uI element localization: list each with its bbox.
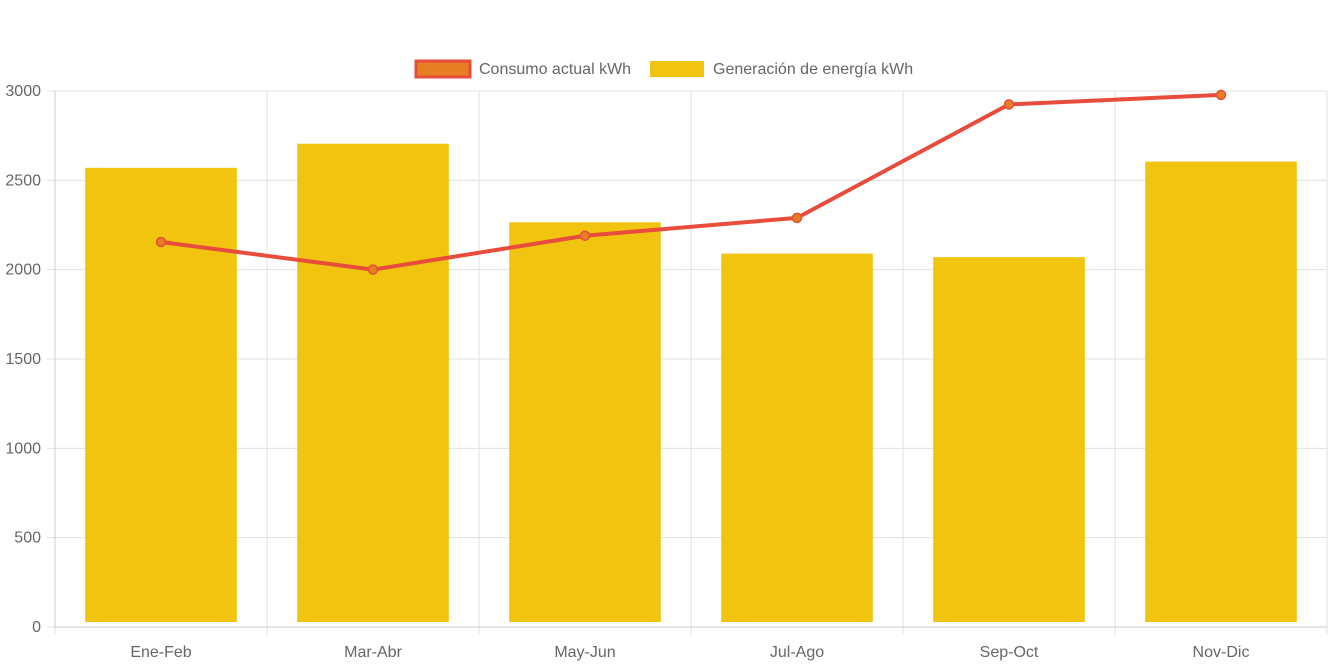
axes: 0 500 1000 1500 2000 2500 3000 Ene-Feb Mar-Abr Ma… [5, 83, 1327, 661]
legend: Consumo actual kWh Generación de energía… [414, 59, 913, 79]
x-tick-label: Sep-Oct [980, 644, 1039, 661]
line-point[interactable] [1215, 89, 1227, 101]
legend-label-consumo: Consumo actual kWh [479, 61, 631, 78]
legend-label-generacion: Generación de energía kWh [713, 61, 913, 78]
bar-series [85, 143, 1297, 622]
x-tick-label: Jul-Ago [770, 644, 824, 661]
grid-lines [47, 90, 1328, 635]
consumo-line [160, 92, 1222, 272]
x-tick-label: Mar-Abr [344, 644, 402, 661]
bar[interactable] [85, 167, 237, 622]
x-tick-label: Ene-Feb [130, 644, 191, 661]
y-tick-label: 2500 [5, 172, 41, 189]
legend-item-consumo[interactable]: Consumo actual kWh [414, 59, 631, 79]
legend-swatch-consumo [414, 59, 472, 79]
line-series [155, 89, 1227, 275]
y-tick-label: 2000 [5, 262, 41, 279]
x-tick-label: May-Jun [554, 644, 615, 661]
bar[interactable] [297, 143, 449, 622]
bar[interactable] [509, 222, 661, 622]
bar[interactable] [933, 257, 1085, 622]
line-point[interactable] [155, 236, 167, 248]
bar[interactable] [1145, 161, 1297, 622]
bar[interactable] [721, 253, 873, 622]
y-tick-label: 500 [14, 530, 41, 547]
line-point[interactable] [791, 212, 803, 224]
legend-swatch-generacion [650, 61, 704, 77]
legend-item-generacion[interactable]: Generación de energía kWh [650, 61, 913, 78]
y-tick-label: 0 [32, 619, 41, 636]
line-point[interactable] [579, 230, 591, 241]
line-point[interactable] [1003, 99, 1015, 110]
x-tick-label: Nov-Dic [1193, 644, 1250, 661]
y-tick-label: 3000 [5, 83, 41, 100]
y-tick-label: 1000 [5, 440, 41, 457]
line-point[interactable] [367, 264, 379, 275]
y-tick-label: 1500 [5, 351, 41, 368]
